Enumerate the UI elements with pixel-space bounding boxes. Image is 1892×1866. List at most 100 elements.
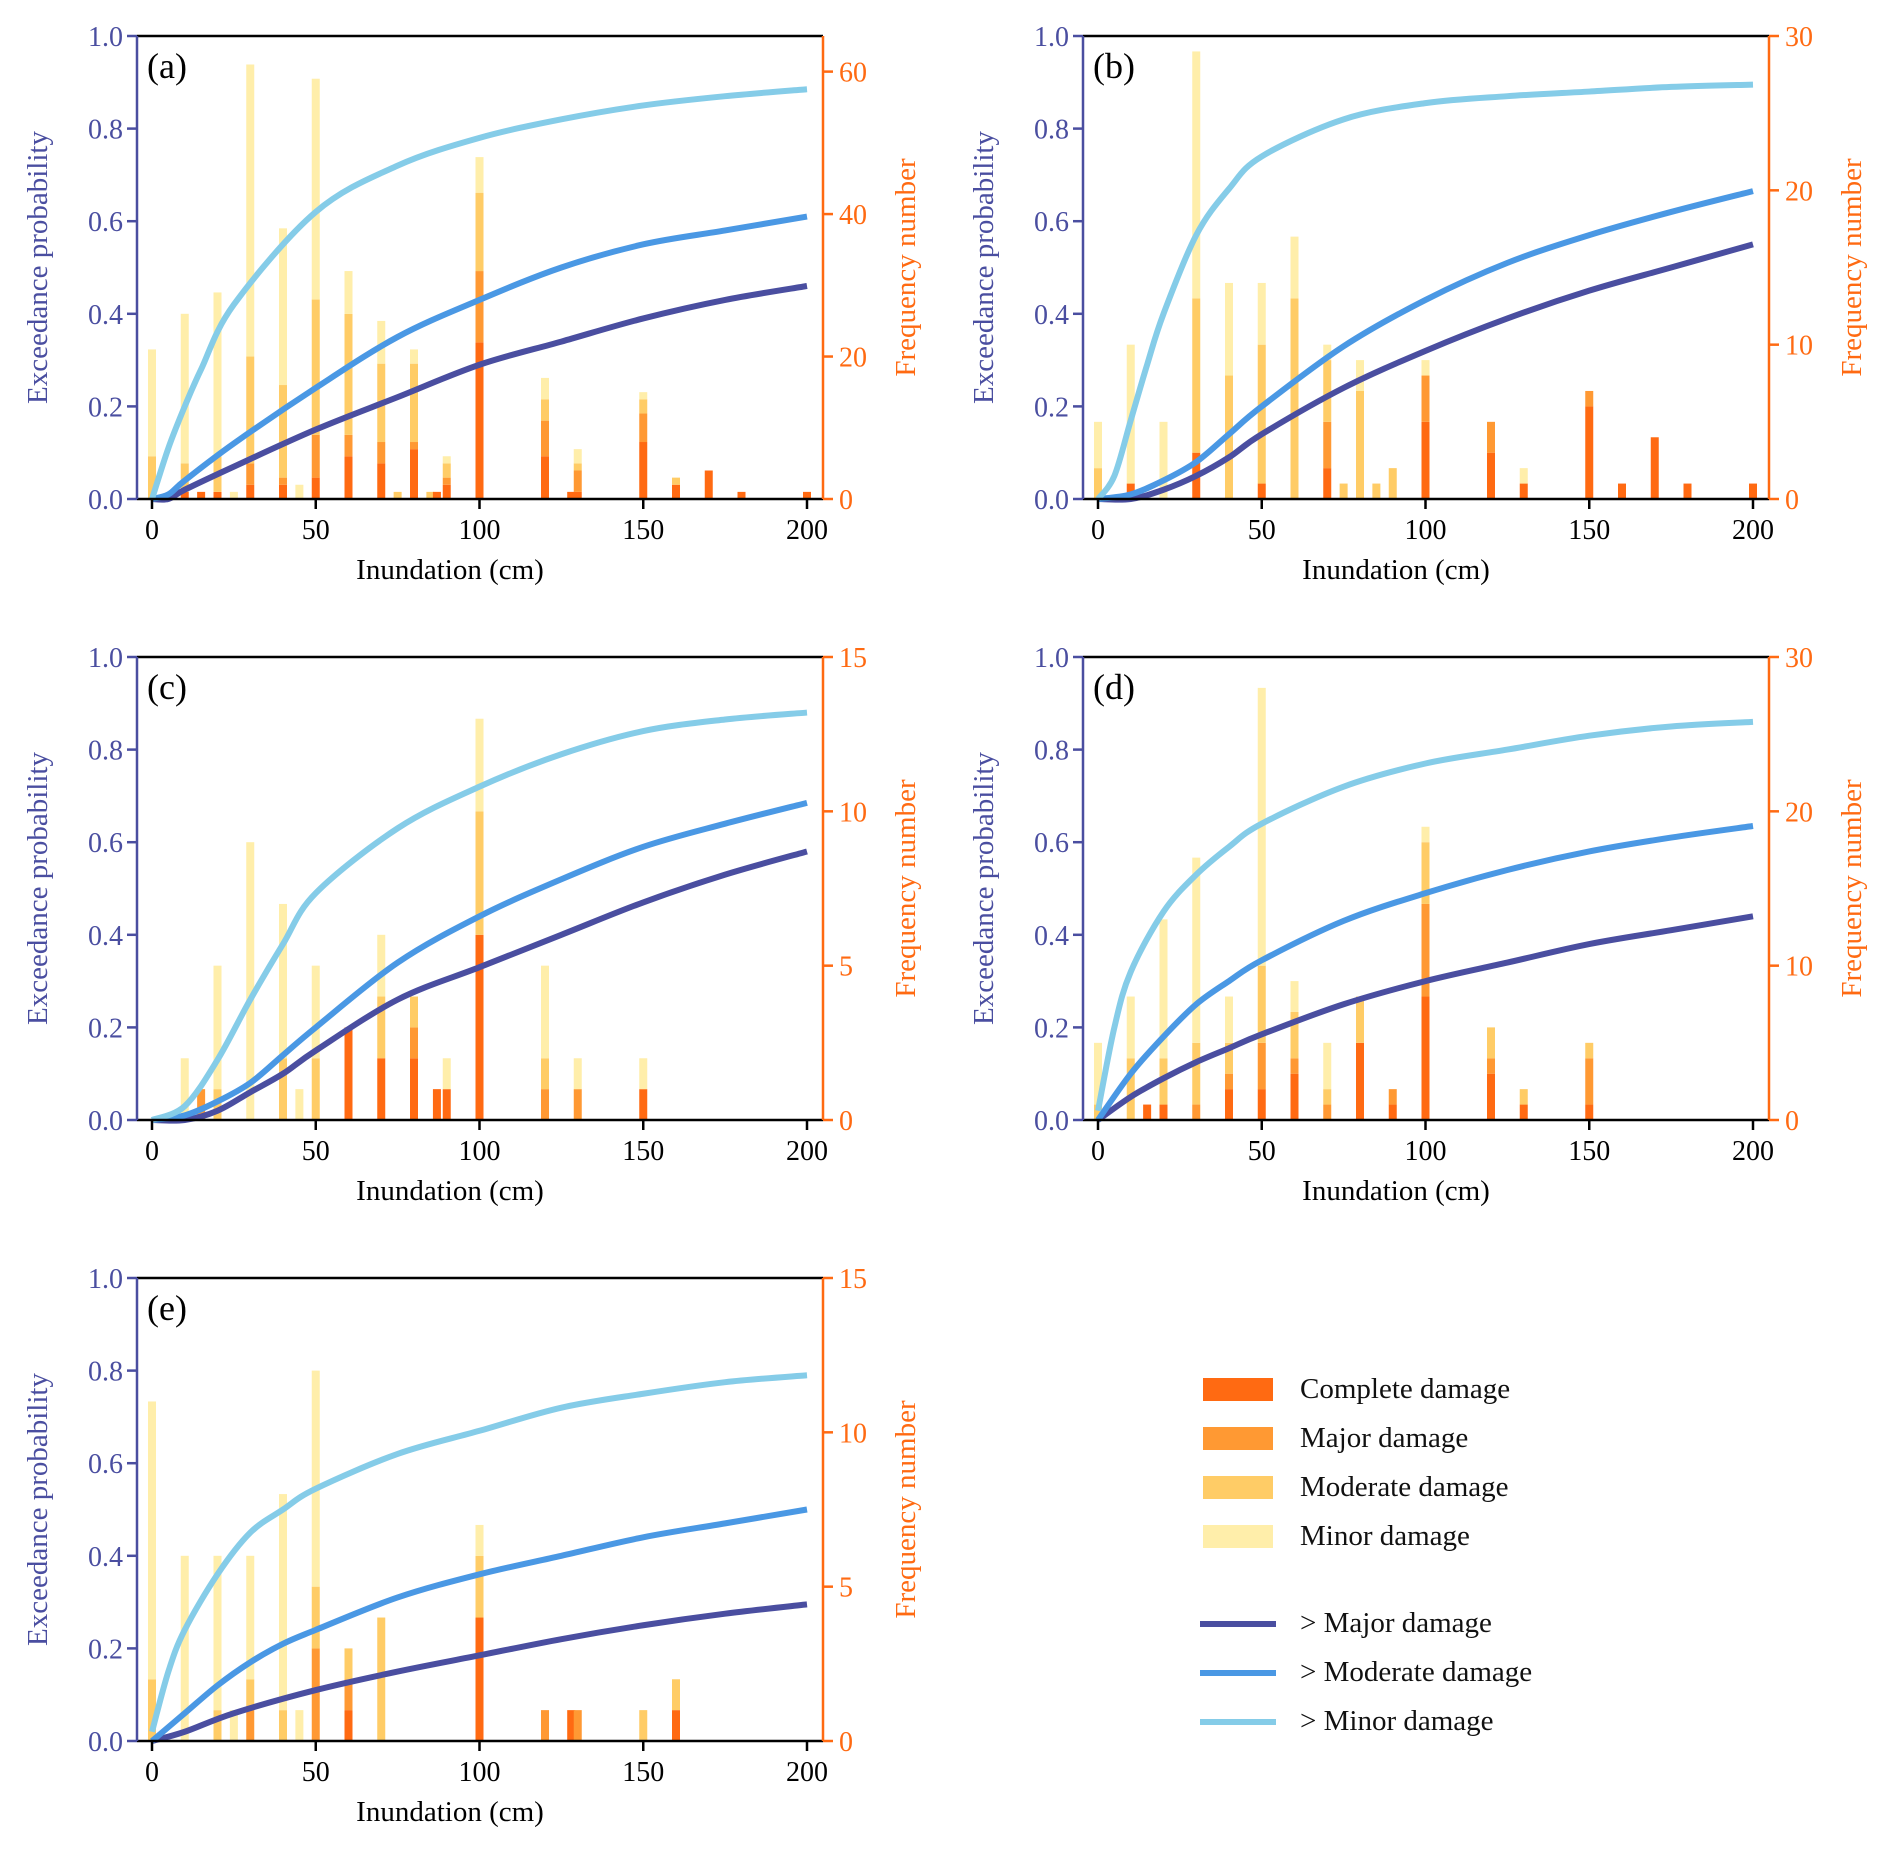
- bar-minor: [442, 1058, 451, 1090]
- bar-stack: [311, 965, 320, 1120]
- bar-complete: [1585, 1104, 1594, 1120]
- left-tick-label: 1.0: [88, 643, 123, 674]
- right-tick-label: 0: [1785, 485, 1799, 516]
- bar-stack: [1650, 437, 1659, 499]
- left-tick-label: 1.0: [88, 1264, 123, 1295]
- panel-d: 0.0 0.2 0.4 0.6 0.8 1.0 0 10 20 30 0 50 100 150 200 Inu…: [968, 643, 1868, 1207]
- gt-moderate-curve: [151, 799, 808, 1123]
- left-tick-label: 0.2: [88, 392, 123, 423]
- bar-moderate: [148, 1679, 156, 1741]
- bar-minor: [1323, 1042, 1332, 1090]
- bar-complete: [672, 484, 680, 499]
- bar-stack: [573, 1058, 582, 1120]
- bar-moderate: [1192, 298, 1201, 453]
- x-tick-label: 100: [459, 515, 501, 546]
- bar-moderate: [279, 385, 287, 478]
- x-tick-label: 200: [786, 515, 828, 546]
- bar-moderate: [1388, 468, 1397, 499]
- bar-stack: [410, 349, 418, 499]
- bar-stack: [1126, 996, 1135, 1120]
- x-tick-label: 150: [1568, 1136, 1610, 1167]
- panel-b: 0.0 0.2 0.4 0.6 0.8 1.0 0 10 20 30 0 50 100 150 200 Inu…: [968, 22, 1868, 586]
- right-tick-label: 5: [839, 1573, 853, 1604]
- x-tick-label: 0: [1091, 1136, 1105, 1167]
- bar-complete: [410, 449, 418, 499]
- right-tick-label: 20: [1785, 176, 1813, 207]
- x-tick-label: 50: [1248, 1136, 1276, 1167]
- gt-minor-curve: [149, 86, 808, 500]
- bar-stack: [1323, 344, 1332, 499]
- bar-minor: [180, 1555, 189, 1741]
- bar-major: [1290, 1058, 1299, 1074]
- left-tick-label: 0.6: [88, 1449, 123, 1480]
- bar-major: [410, 1027, 418, 1059]
- bar-complete: [377, 463, 386, 499]
- bar-moderate: [672, 1679, 680, 1711]
- bar-stack: [1356, 360, 1364, 499]
- x-tick-label: 200: [1732, 515, 1774, 546]
- bar-complete: [344, 1710, 353, 1741]
- bar-stack: [148, 1401, 156, 1741]
- left-axis-label: Exceedance probability: [968, 131, 1000, 404]
- bar-major: [279, 477, 287, 485]
- bar-moderate: [344, 1648, 353, 1680]
- bar-stack: [672, 477, 680, 499]
- bar-stack: [311, 1370, 320, 1741]
- bar-stack: [704, 470, 713, 499]
- bar-complete: [279, 484, 287, 499]
- left-tick-label: 1.0: [1034, 643, 1069, 674]
- bar-stack: [1388, 1089, 1397, 1120]
- bar-moderate: [541, 1058, 549, 1090]
- minor-damage-swatch: [1203, 1525, 1273, 1548]
- curves: [150, 709, 808, 1124]
- bar-stack: [426, 491, 435, 499]
- bar-stack: [1519, 468, 1528, 499]
- bar-moderate: [541, 399, 549, 421]
- gt-major-curve: [151, 283, 808, 503]
- bar-major: [541, 1710, 549, 1741]
- left-tick-label: 1.0: [1034, 22, 1069, 53]
- bar-major: [410, 442, 418, 450]
- gt-moderate-curve: [1097, 188, 1754, 502]
- bar-stack: [1225, 996, 1233, 1120]
- bar-moderate: [344, 313, 353, 435]
- bars: [1094, 51, 1757, 499]
- gt-moderate-line-swatch: [1200, 1669, 1276, 1676]
- right-tick-label: 5: [839, 952, 853, 983]
- right-tick-label: 10: [839, 797, 867, 828]
- bar-complete: [639, 1089, 648, 1120]
- bar-major: [1487, 421, 1495, 453]
- bar-complete: [442, 484, 451, 499]
- bar-moderate: [1519, 1089, 1528, 1105]
- bar-minor: [148, 349, 156, 457]
- bar-stack: [672, 1679, 680, 1741]
- bar-moderate: [1257, 965, 1266, 1043]
- gt-minor-line-swatch: [1200, 1718, 1276, 1725]
- bar-complete: [567, 491, 576, 499]
- bar-stack: [1421, 360, 1430, 499]
- x-tick-label: 0: [1091, 515, 1105, 546]
- gt-minor-curve: [149, 1372, 808, 1733]
- bar-major: [1257, 1042, 1266, 1090]
- bar-complete: [1290, 1073, 1299, 1120]
- right-tick-label: 20: [1785, 797, 1813, 828]
- left-tick-label: 0.6: [88, 828, 123, 859]
- bar-major: [1388, 1089, 1397, 1105]
- bar-minor: [295, 484, 304, 499]
- bar-stack: [432, 491, 441, 499]
- bar-stack: [393, 491, 402, 499]
- bar-major: [1585, 1058, 1594, 1105]
- legend-item-complete: Complete damage: [1200, 1365, 1620, 1414]
- left-axis-label: Exceedance probability: [22, 131, 54, 404]
- x-tick-label: 100: [459, 1757, 501, 1788]
- bar-complete: [180, 491, 189, 499]
- x-tick-label: 50: [1248, 515, 1276, 546]
- bar-stack: [246, 842, 255, 1120]
- bar-stack: [377, 1617, 386, 1741]
- bar-moderate: [1192, 1042, 1201, 1105]
- bar-moderate: [639, 1710, 648, 1741]
- bar-complete: [541, 456, 549, 499]
- bar-complete: [1257, 483, 1266, 499]
